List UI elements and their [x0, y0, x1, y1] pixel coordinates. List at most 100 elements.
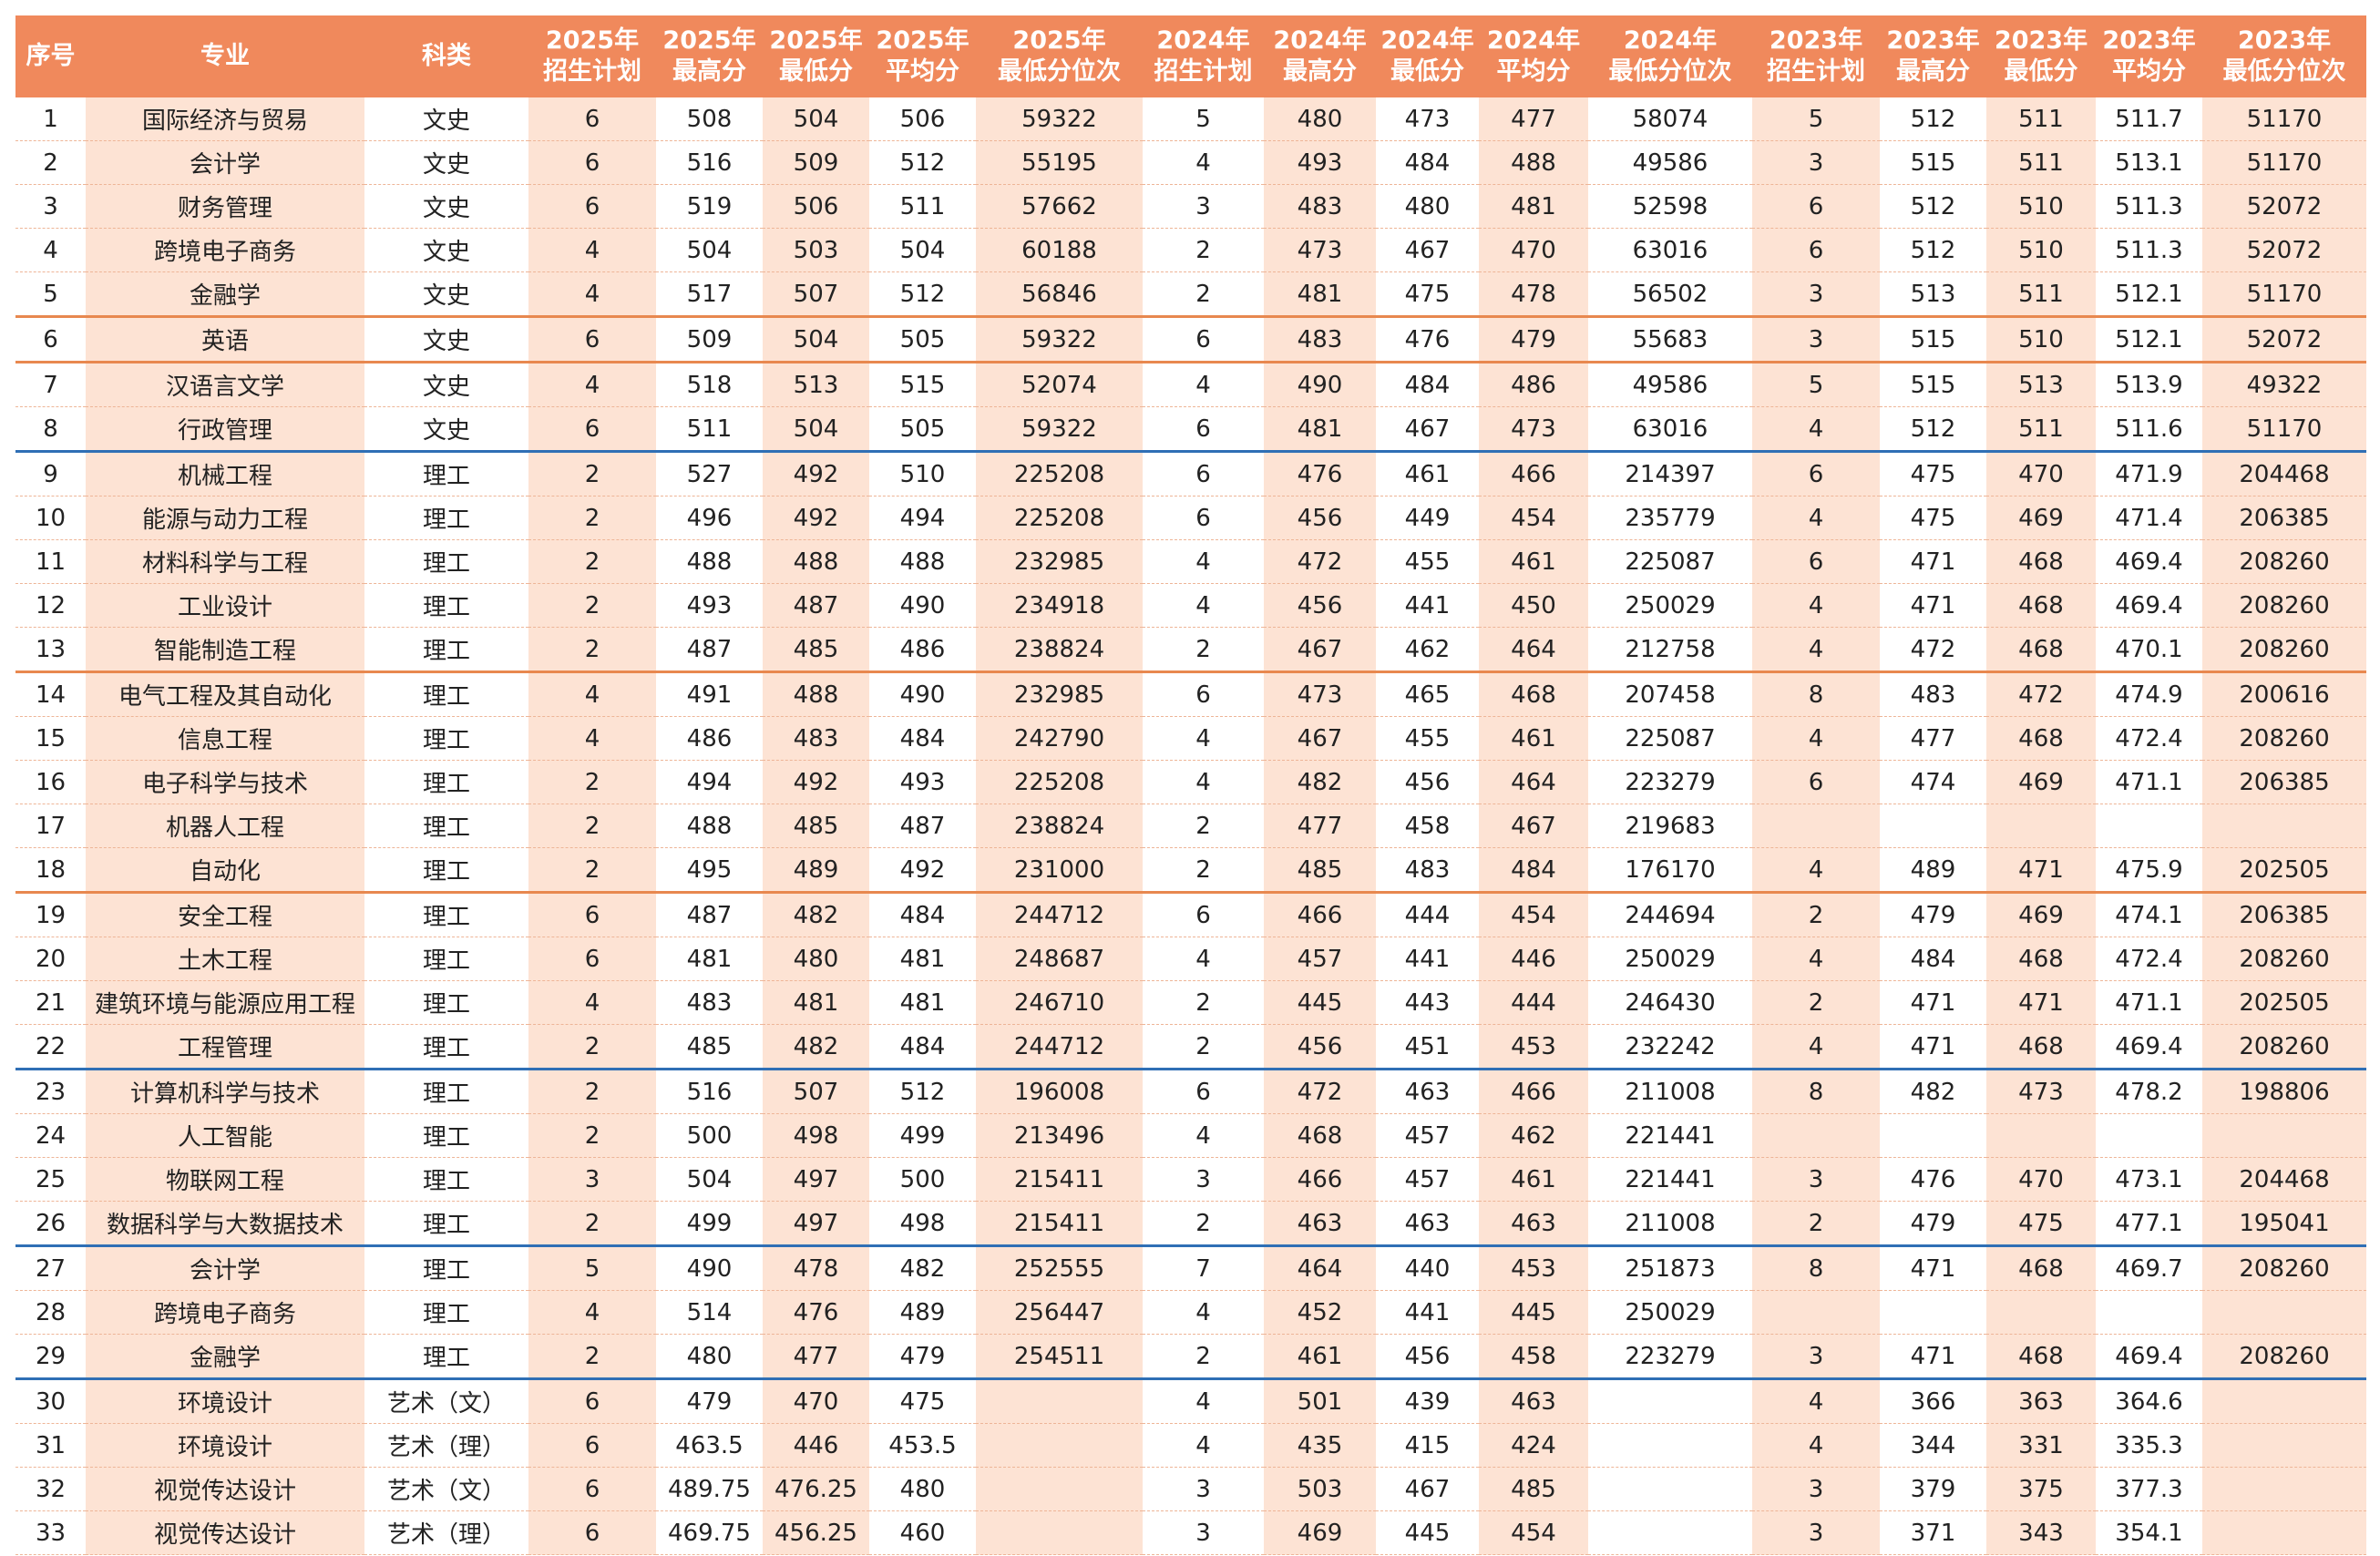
table-cell: 3	[1752, 1467, 1880, 1511]
table-cell: 60188	[976, 228, 1143, 272]
table-cell: 487	[656, 892, 763, 937]
table-cell: 471.1	[2096, 980, 2202, 1025]
table-cell: 463	[1479, 1378, 1588, 1424]
table-cell: 2	[1143, 627, 1264, 673]
header-cell: 2024年 最高分	[1264, 15, 1376, 97]
table-row: 9 机械工程 理工 2 527 492 510 225208 6 476 461 466 214397 6…	[15, 451, 2366, 496]
table-cell: 2	[528, 1069, 656, 1114]
table-cell: 4	[1752, 1024, 1880, 1070]
table-cell: 463	[1376, 1201, 1479, 1247]
table-cell: 452	[1264, 1290, 1376, 1335]
header-text: 2023年	[2102, 26, 2196, 55]
table-cell: 2	[1143, 847, 1264, 894]
table-cell: 471	[1880, 539, 1986, 584]
table-cell: 能源与动力工程	[86, 496, 364, 540]
table-cell: 55683	[1588, 316, 1752, 363]
header-text: 2024年	[1156, 26, 1250, 55]
table-cell: 344	[1880, 1423, 1986, 1468]
table-cell: 467	[1376, 406, 1479, 453]
table-cell	[2202, 1423, 2366, 1468]
table-cell: 481	[1264, 406, 1376, 453]
table-cell: 238824	[976, 804, 1143, 848]
header-text: 科类	[422, 42, 471, 70]
table-cell: 513.9	[2096, 362, 2202, 407]
table-cell: 479	[1479, 316, 1588, 363]
table-row: 29 金融学 理工 2 480 477 479 254511 2 461 456 458 223279 3…	[15, 1334, 2366, 1380]
header-text: 2025年	[662, 26, 756, 55]
table-row: 17 机器人工程 理工 2 488 485 487 238824 2 477 458 467 21968…	[15, 804, 2366, 848]
header-text: 最低分	[2004, 57, 2078, 86]
table-cell: 7	[1143, 1245, 1264, 1291]
table-cell: 473	[1986, 1069, 2096, 1114]
table-cell: 176170	[1588, 847, 1752, 894]
table-cell: 204468	[2202, 451, 2366, 496]
table-cell: 246710	[976, 980, 1143, 1025]
table-cell: 489.75	[656, 1467, 763, 1511]
table-cell	[976, 1510, 1143, 1555]
table-cell: 256447	[976, 1290, 1143, 1335]
table-cell: 58074	[1588, 97, 1752, 141]
table-cell: 208260	[2202, 627, 2366, 673]
table-cell: 机器人工程	[86, 804, 364, 848]
table-cell: 462	[1479, 1113, 1588, 1158]
table-cell: 464	[1479, 627, 1588, 673]
table-cell: 488	[656, 804, 763, 848]
table-cell	[976, 1467, 1143, 1511]
table-cell: 4	[1143, 716, 1264, 761]
table-cell	[1752, 1290, 1880, 1335]
table-row: 1 国际经济与贸易 文史 6 508 504 506 59322 5 480 473 477 58074…	[15, 97, 2366, 141]
table-cell: 221441	[1588, 1113, 1752, 1158]
table-cell	[2202, 1467, 2366, 1511]
table-cell: 4	[1143, 539, 1264, 584]
table-cell: 512	[1880, 406, 1986, 453]
table-cell: 金融学	[86, 271, 364, 318]
table-cell: 469.75	[656, 1510, 763, 1555]
table-cell: 490	[656, 1245, 763, 1291]
table-cell: 6	[1752, 760, 1880, 804]
table-cell: 453	[1479, 1024, 1588, 1070]
table-cell: 454	[1479, 1510, 1588, 1555]
table-cell: 理工	[364, 583, 528, 628]
header-cell: 序号	[15, 15, 86, 97]
table-cell: 511	[1986, 271, 2096, 318]
table-cell: 理工	[364, 1157, 528, 1202]
table-cell: 510	[1986, 184, 2096, 229]
table-row: 2 会计学 文史 6 516 509 512 55195 4 493 484 488 49586 3 515…	[15, 140, 2366, 185]
table-cell: 4	[528, 980, 656, 1025]
table-cell: 510	[1986, 316, 2096, 363]
table-row: 21 建筑环境与能源应用工程 理工 4 483 481 481 246710 2 445 443 44…	[15, 980, 2366, 1025]
table-cell: 513	[763, 362, 869, 407]
table-cell: 511	[1986, 140, 2096, 185]
table-cell: 513	[1880, 271, 1986, 318]
table-cell: 4	[528, 362, 656, 407]
table-cell: 3	[1143, 1157, 1264, 1202]
table-row: 32 视觉传达设计 艺术（文） 6 489.75 476.25 480 3 503 467 485 3…	[15, 1467, 2366, 1511]
table-cell: 2	[1752, 980, 1880, 1025]
table-cell: 456	[1264, 1024, 1376, 1070]
table-cell: 494	[656, 760, 763, 804]
table-cell: 499	[869, 1113, 976, 1158]
table-cell: 453.5	[869, 1423, 976, 1468]
table-cell: 208260	[2202, 937, 2366, 981]
table-cell: 500	[656, 1113, 763, 1158]
table-cell: 52072	[2202, 184, 2366, 229]
table-cell: 511	[656, 406, 763, 453]
table-cell: 文史	[364, 316, 528, 363]
table-cell: 456	[1376, 1334, 1479, 1380]
table-cell: 472	[1264, 539, 1376, 584]
table-cell: 211008	[1588, 1201, 1752, 1247]
table-cell: 450	[1479, 583, 1588, 628]
table-cell: 3	[1752, 140, 1880, 185]
header-cell: 专业	[86, 15, 364, 97]
table-cell: 485	[656, 1024, 763, 1070]
table-cell: 466	[1479, 451, 1588, 496]
table-row: 18 自动化 理工 2 495 489 492 231000 2 485 483 484 176170 4…	[15, 847, 2366, 894]
table-cell: 3	[1143, 1467, 1264, 1511]
table-cell: 63016	[1588, 406, 1752, 453]
table-cell: 6	[1752, 228, 1880, 272]
table-cell	[1588, 1467, 1752, 1511]
header-cell: 科类	[364, 15, 528, 97]
table-cell: 472	[1880, 627, 1986, 673]
table-cell: 49322	[2202, 362, 2366, 407]
